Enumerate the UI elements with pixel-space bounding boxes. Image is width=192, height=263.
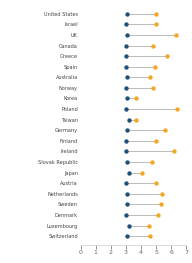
Point: [155, 139, 158, 143]
Point: [176, 107, 179, 111]
Point: [127, 170, 130, 175]
Point: [124, 54, 127, 58]
Point: [124, 65, 127, 69]
Point: [126, 33, 129, 37]
Point: [124, 43, 127, 48]
Point: [126, 192, 129, 196]
Point: [155, 181, 158, 185]
Point: [159, 202, 162, 206]
Point: [150, 160, 153, 164]
Point: [126, 202, 129, 206]
Point: [155, 22, 158, 26]
Point: [141, 170, 144, 175]
Point: [155, 12, 158, 16]
Point: [151, 86, 155, 90]
Point: [147, 224, 150, 228]
Point: [127, 118, 130, 122]
Point: [126, 128, 129, 132]
Point: [135, 118, 138, 122]
Point: [148, 234, 151, 238]
Point: [173, 149, 176, 154]
Point: [127, 224, 130, 228]
Point: [124, 107, 127, 111]
Point: [126, 96, 129, 100]
Point: [174, 33, 177, 37]
Point: [135, 96, 138, 100]
Point: [124, 22, 127, 26]
Point: [165, 54, 168, 58]
Point: [148, 75, 151, 79]
Point: [124, 149, 127, 154]
Point: [161, 192, 164, 196]
Point: [126, 75, 129, 79]
Point: [124, 213, 127, 217]
Point: [156, 213, 159, 217]
Point: [151, 43, 155, 48]
Point: [124, 181, 127, 185]
Point: [124, 86, 127, 90]
Point: [126, 234, 129, 238]
Point: [153, 65, 156, 69]
Point: [164, 128, 167, 132]
Point: [126, 12, 129, 16]
Point: [126, 160, 129, 164]
Point: [124, 139, 127, 143]
